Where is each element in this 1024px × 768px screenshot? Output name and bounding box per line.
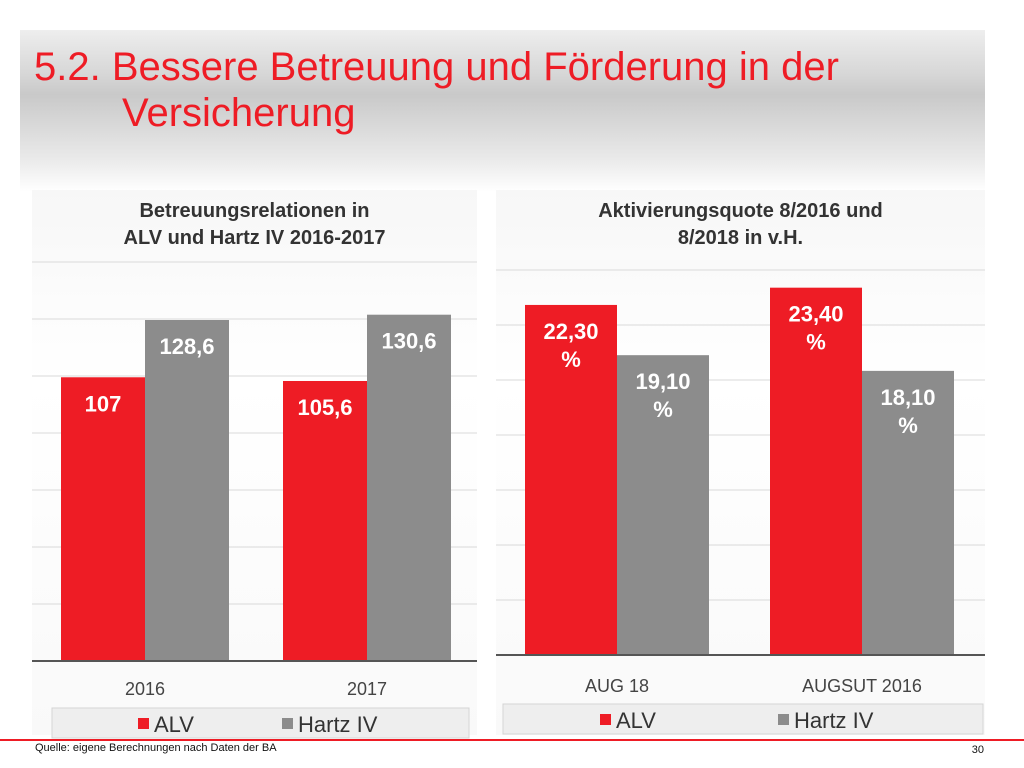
data-label: 105,6 [297, 395, 352, 420]
data-label: 23,40% [788, 302, 843, 355]
legend-swatch-alv [600, 714, 611, 725]
data-label: 22,30% [543, 319, 598, 372]
legend-box [502, 703, 984, 735]
bar-hartz-iv-augsut-2016 [862, 370, 954, 655]
data-label: 130,6 [381, 329, 436, 354]
legend-label: Hartz IV [794, 708, 874, 733]
slide-title-line1: 5.2. Bessere Betreuung und Förderung in … [34, 45, 839, 89]
source-note: Quelle: eigene Berechnungen nach Daten d… [35, 742, 277, 754]
chart-title-line2: 8/2018 in v.H. [677, 227, 804, 249]
data-label: 107 [85, 391, 122, 416]
legend-label: ALV [616, 708, 656, 733]
chart-title: Aktivierungsquote 8/2016 und 8/2018 in v… [496, 198, 985, 252]
chart-title-line1: Betreuungsrelationen in [139, 200, 370, 222]
chart-title-line1: Aktivierungsquote 8/2016 und [598, 200, 883, 222]
bar-alv-2017 [283, 380, 367, 661]
bar-alv-aug-18 [525, 304, 617, 655]
legend-swatch-hartz-iv [778, 714, 789, 725]
legend-swatch-hartz-iv [282, 718, 293, 729]
x-tick-label: 2017 [347, 679, 387, 699]
legend-box [51, 707, 470, 739]
chart-title: Betreuungsrelationen in ALV und Hartz IV… [32, 198, 477, 252]
legend-label: ALV [154, 712, 194, 737]
page-number: 30 [971, 744, 984, 756]
bar-alv-2016 [61, 377, 145, 661]
x-tick-label: AUGSUT 2016 [802, 676, 922, 696]
chart-aktivierungsquote: 22,30 % 19,10 % AUG 18 23,40 % 18,10 % AUGSUT 201… [496, 269, 985, 735]
bar-alv-augsut-2016 [770, 287, 862, 655]
chart-title-line2: ALV und Hartz IV 2016-2017 [123, 227, 386, 249]
slide-title-line2: Versicherung [122, 91, 356, 135]
data-label: 128,6 [159, 334, 214, 359]
title-band: 5.2. Bessere Betreuung und Förderung in … [20, 30, 985, 192]
x-tick-label: AUG 18 [585, 676, 649, 696]
legend-label: Hartz IV [298, 712, 378, 737]
bar-hartz-iv-aug-18 [617, 355, 709, 655]
chart-betreuungsrelationen: 107 128,6 2016 105,6 130,6 2017 ALV Hartz IV [32, 261, 477, 739]
footer-divider [0, 739, 1024, 741]
chart-panel-aktivierungsquote: Aktivierungsquote 8/2016 und 8/2018 in v… [496, 190, 985, 735]
bar-hartz-iv-2016 [145, 320, 229, 661]
chart-panel-betreuungsrelationen: Betreuungsrelationen in ALV und Hartz IV… [32, 190, 477, 739]
legend-swatch-alv [138, 718, 149, 729]
slide-title: 5.2. Bessere Betreuung und Förderung in … [34, 44, 839, 136]
x-tick-label: 2016 [125, 679, 165, 699]
bar-hartz-iv-2017 [367, 314, 451, 661]
data-label: 18,10% [880, 385, 935, 438]
data-label: 19,10% [635, 369, 690, 422]
